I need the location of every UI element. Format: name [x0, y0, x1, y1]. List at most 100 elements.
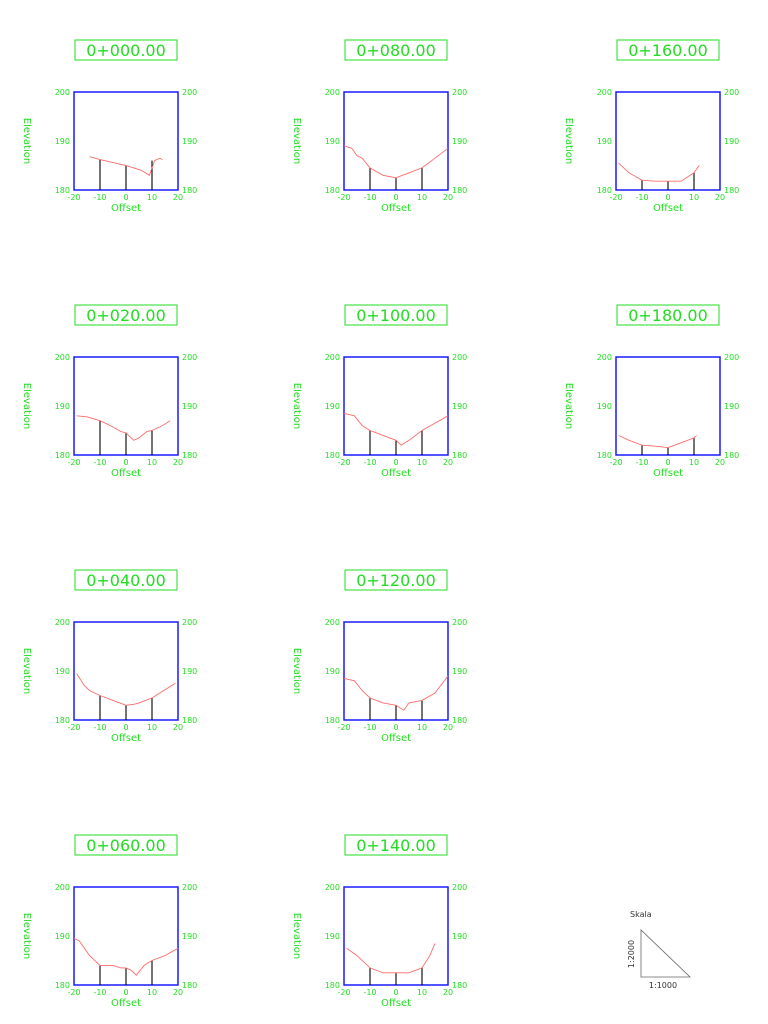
- ground-profile-line: [346, 943, 436, 974]
- x-tick-label: 0: [393, 723, 398, 732]
- x-tick-label: -10: [363, 988, 376, 997]
- x-tick-label: 0: [123, 193, 128, 202]
- ground-profile-line: [89, 156, 163, 176]
- x-axis-label: Offset: [653, 468, 683, 479]
- station-title-box: [344, 569, 448, 591]
- station-title: 0+020.00: [86, 306, 166, 325]
- x-axis-label: Offset: [111, 203, 141, 214]
- plot-frame: [615, 356, 721, 456]
- y-axis-label: Elevation: [291, 383, 302, 429]
- y-axis-label: Elevation: [21, 913, 32, 959]
- ground-profile-line: [76, 673, 176, 706]
- y-tick-label-left: 200: [325, 883, 340, 892]
- x-tick-label: 20: [173, 723, 183, 732]
- y-tick-label-left: 190: [55, 932, 70, 941]
- x-tick-label: -10: [363, 193, 376, 202]
- x-tick-label: 0: [123, 988, 128, 997]
- y-tick-label-right: 180: [452, 716, 467, 725]
- y-tick-label-left: 190: [55, 137, 70, 146]
- station-title: 0+100.00: [356, 306, 436, 325]
- y-axis-label: Elevation: [291, 648, 302, 694]
- y-tick-label-left: 180: [597, 451, 612, 460]
- ground-profile-line: [343, 675, 449, 711]
- ground-profile-line: [618, 162, 700, 182]
- scale-title: Skala: [630, 910, 652, 919]
- y-tick-label-right: 200: [724, 353, 739, 362]
- y-tick-label-right: 180: [452, 186, 467, 195]
- y-tick-label-right: 200: [452, 883, 467, 892]
- y-tick-label-left: 180: [55, 451, 70, 460]
- y-axis-label: Elevation: [21, 383, 32, 429]
- x-tick-label: -20: [337, 988, 350, 997]
- y-tick-label-right: 200: [452, 618, 467, 627]
- ground-profile-line: [343, 145, 449, 179]
- y-tick-label-left: 200: [325, 88, 340, 97]
- y-tick-label-left: 190: [325, 667, 340, 676]
- x-axis-label: Offset: [381, 733, 411, 744]
- y-tick-label-right: 190: [182, 932, 197, 941]
- y-tick-label-right: 180: [182, 716, 197, 725]
- station-title-box: [616, 304, 720, 326]
- y-tick-label-left: 180: [597, 186, 612, 195]
- plot-frame: [615, 91, 721, 191]
- ground-profile-line: [618, 434, 697, 449]
- x-axis-label: Offset: [111, 468, 141, 479]
- y-tick-label-left: 200: [55, 883, 70, 892]
- ground-profile-line: [343, 412, 449, 446]
- x-axis-label: Offset: [111, 733, 141, 744]
- station-title-box: [344, 304, 448, 326]
- y-tick-label-left: 200: [55, 88, 70, 97]
- y-tick-label-right: 190: [182, 137, 197, 146]
- x-tick-label: 20: [443, 193, 453, 202]
- x-tick-label: 0: [665, 193, 670, 202]
- y-tick-label-right: 190: [452, 932, 467, 941]
- x-axis-label: Offset: [381, 468, 411, 479]
- scale-horizontal-ratio: 1:1000: [649, 981, 677, 990]
- cross-section-panel: 0+080.00 180 180 190 190 200 200 -20 -10 0 10 20 Off…: [291, 39, 467, 214]
- y-tick-label-right: 180: [724, 186, 739, 195]
- x-tick-label: 10: [147, 458, 157, 467]
- y-tick-label-right: 200: [182, 353, 197, 362]
- ground-profile-line: [76, 415, 171, 441]
- y-tick-label-right: 180: [724, 451, 739, 460]
- y-tick-label-left: 190: [55, 402, 70, 411]
- x-tick-label: 10: [417, 988, 427, 997]
- y-tick-label-left: 200: [597, 353, 612, 362]
- y-tick-label-right: 190: [452, 137, 467, 146]
- y-tick-label-left: 200: [597, 88, 612, 97]
- x-tick-label: 10: [147, 193, 157, 202]
- x-tick-label: -10: [635, 193, 648, 202]
- y-tick-label-right: 200: [182, 883, 197, 892]
- scale-triangle: [640, 929, 691, 978]
- station-title-box: [344, 39, 448, 61]
- x-tick-label: 20: [173, 988, 183, 997]
- x-tick-label: -20: [67, 723, 80, 732]
- x-tick-label: -10: [93, 458, 106, 467]
- station-title: 0+160.00: [628, 41, 708, 60]
- cross-section-panel: 0+100.00 180 180 190 190 200 200 -20 -10 0 10 20 Off…: [291, 304, 467, 479]
- y-tick-label-right: 200: [452, 88, 467, 97]
- x-axis-label: Offset: [653, 203, 683, 214]
- y-tick-label-left: 180: [55, 716, 70, 725]
- x-tick-label: 20: [443, 458, 453, 467]
- station-title: 0+080.00: [356, 41, 436, 60]
- x-tick-label: -10: [363, 458, 376, 467]
- cross-section-panel: 0+140.00 180 180 190 190 200 200 -20 -10 0 10 20 Off…: [291, 834, 467, 1009]
- x-axis-label: Offset: [381, 998, 411, 1009]
- cross-section-panel: 0+020.00 180 180 190 190 200 200 -20 -10 0 10 20 Off…: [21, 304, 197, 479]
- y-tick-label-left: 190: [55, 667, 70, 676]
- y-tick-label-left: 190: [597, 137, 612, 146]
- cross-section-panel: 0+040.00 180 180 190 190 200 200 -20 -10 0 10 20 Off…: [21, 569, 197, 744]
- cross-section-panel: 0+000.00 180 180 190 190 200 200 -20 -10 0 10 20 Off…: [21, 39, 197, 214]
- x-tick-label: 0: [393, 458, 398, 467]
- y-tick-label-right: 190: [452, 667, 467, 676]
- y-tick-label-left: 200: [55, 618, 70, 627]
- y-tick-label-left: 180: [325, 716, 340, 725]
- x-tick-label: 10: [417, 458, 427, 467]
- station-title: 0+140.00: [356, 836, 436, 855]
- x-tick-label: -20: [67, 458, 80, 467]
- x-tick-label: 20: [443, 723, 453, 732]
- y-tick-label-left: 190: [325, 402, 340, 411]
- x-tick-label: 0: [123, 458, 128, 467]
